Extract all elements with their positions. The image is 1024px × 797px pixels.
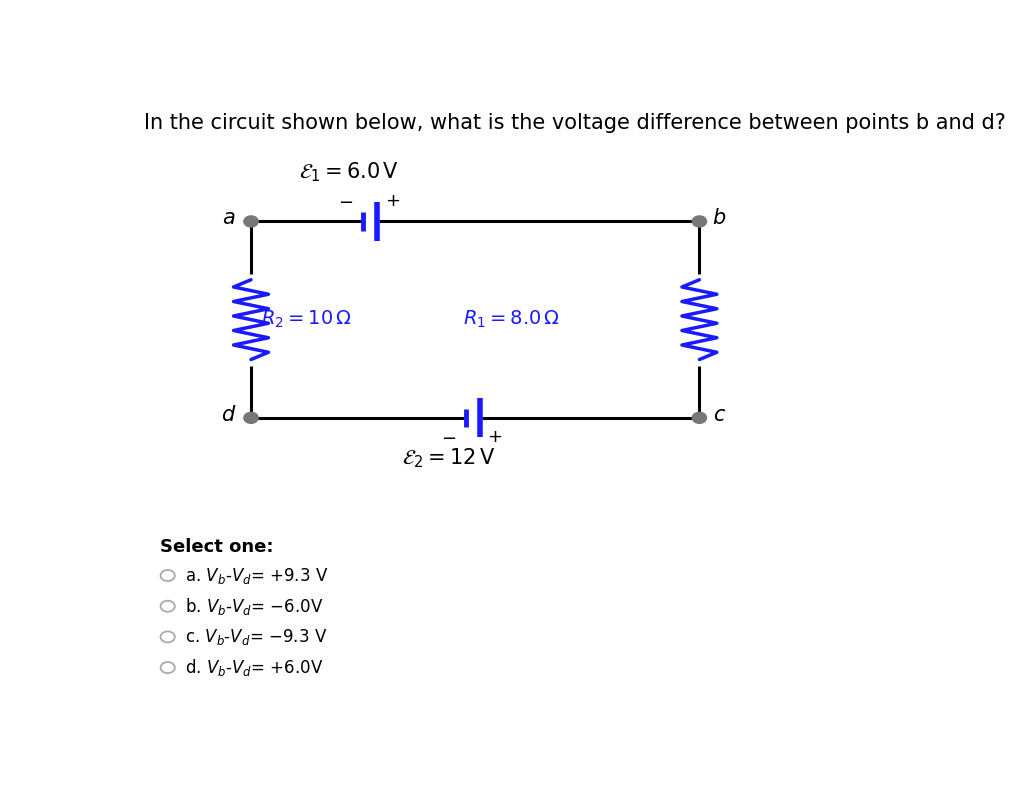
- Text: $-$: $-$: [441, 429, 456, 446]
- Circle shape: [244, 412, 258, 423]
- Text: c. $V_b$-$V_d$= −9.3 V: c. $V_b$-$V_d$= −9.3 V: [185, 627, 328, 647]
- Text: $\mathcal{E}_1 = 6.0\,\mathrm{V}$: $\mathcal{E}_1 = 6.0\,\mathrm{V}$: [299, 160, 398, 184]
- Text: $a$: $a$: [222, 208, 236, 229]
- Circle shape: [692, 412, 707, 423]
- Text: In the circuit shown below, what is the voltage difference between points b and : In the circuit shown below, what is the …: [143, 113, 1006, 133]
- Text: Select one:: Select one:: [160, 538, 273, 556]
- Text: $R_2 = 10\,\Omega$: $R_2 = 10\,\Omega$: [261, 309, 352, 330]
- Text: $+$: $+$: [487, 429, 502, 446]
- Text: $d$: $d$: [221, 405, 237, 425]
- Circle shape: [244, 216, 258, 227]
- Text: $c$: $c$: [713, 405, 726, 425]
- Circle shape: [692, 216, 707, 227]
- Text: $R_1 = 8.0\,\Omega$: $R_1 = 8.0\,\Omega$: [464, 309, 560, 330]
- Text: $+$: $+$: [385, 192, 399, 210]
- Text: d. $V_b$-$V_d$= +6.0V: d. $V_b$-$V_d$= +6.0V: [185, 657, 324, 678]
- Text: $b$: $b$: [712, 208, 726, 229]
- Text: b. $V_b$-$V_d$= −6.0V: b. $V_b$-$V_d$= −6.0V: [185, 595, 324, 617]
- Text: a. $V_b$-$V_d$= +9.3 V: a. $V_b$-$V_d$= +9.3 V: [185, 566, 329, 586]
- Text: $-$: $-$: [338, 192, 353, 210]
- Text: $\mathcal{E}_2 = 12\,\mathrm{V}$: $\mathcal{E}_2 = 12\,\mathrm{V}$: [401, 446, 496, 469]
